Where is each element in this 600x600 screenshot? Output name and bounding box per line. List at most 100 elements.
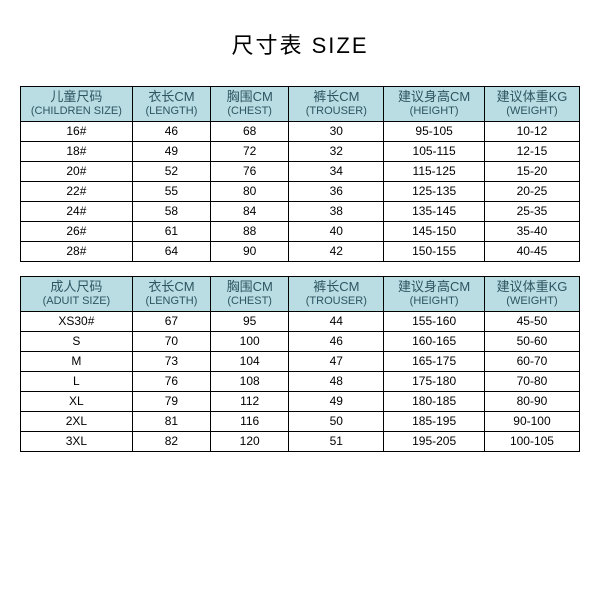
table-cell: 81	[132, 412, 210, 432]
table-cell: 20-25	[484, 182, 579, 202]
table-cell: 48	[289, 372, 384, 392]
table-row: 26#618840145-15035-40	[21, 222, 580, 242]
table-cell: 95-105	[384, 122, 485, 142]
col-header-weight-cn: 建议体重KG	[485, 279, 579, 295]
table-cell: 68	[211, 122, 289, 142]
table-cell: 44	[289, 312, 384, 332]
table-cell: 25-35	[484, 202, 579, 222]
col-header-length: 衣长CM (LENGTH)	[132, 87, 210, 122]
table-cell: 40-45	[484, 242, 579, 262]
table-cell: 30	[289, 122, 384, 142]
col-header-trouser: 裤长CM (TROUSER)	[289, 277, 384, 312]
col-header-height: 建议身高CM (HEIGHT)	[384, 277, 485, 312]
table-cell: 3XL	[21, 432, 133, 452]
table-cell: 70-80	[484, 372, 579, 392]
table-cell: 175-180	[384, 372, 485, 392]
table-cell: 18#	[21, 142, 133, 162]
table-cell: 105-115	[384, 142, 485, 162]
col-header-size: 成人尺码 (ADUIT SIZE)	[21, 277, 133, 312]
table-cell: 125-135	[384, 182, 485, 202]
table-row: XS30#679544155-16045-50	[21, 312, 580, 332]
col-header-weight-cn: 建议体重KG	[485, 89, 579, 105]
table-cell: 112	[211, 392, 289, 412]
table-row: 20#527634115-12515-20	[21, 162, 580, 182]
table-cell: 155-160	[384, 312, 485, 332]
col-header-chest-en: (CHEST)	[211, 105, 288, 119]
table-cell: 16#	[21, 122, 133, 142]
table-cell: 195-205	[384, 432, 485, 452]
table-row: 16#46683095-10510-12	[21, 122, 580, 142]
tables-wrapper: 儿童尺码 (CHILDREN SIZE) 衣长CM (LENGTH) 胸围CM …	[20, 86, 580, 452]
table-cell: 49	[289, 392, 384, 412]
col-header-length-cn: 衣长CM	[133, 279, 210, 295]
table-row: 28#649042150-15540-45	[21, 242, 580, 262]
table-cell: L	[21, 372, 133, 392]
table-cell: 45-50	[484, 312, 579, 332]
table-cell: 47	[289, 352, 384, 372]
col-header-length: 衣长CM (LENGTH)	[132, 277, 210, 312]
table-cell: 145-150	[384, 222, 485, 242]
table-cell: 36	[289, 182, 384, 202]
table-cell: 15-20	[484, 162, 579, 182]
adult-header-row: 成人尺码 (ADUIT SIZE) 衣长CM (LENGTH) 胸围CM (CH…	[21, 277, 580, 312]
table-cell: 115-125	[384, 162, 485, 182]
col-header-chest: 胸围CM (CHEST)	[211, 87, 289, 122]
table-cell: 70	[132, 332, 210, 352]
col-header-trouser: 裤长CM (TROUSER)	[289, 87, 384, 122]
table-cell: 72	[211, 142, 289, 162]
table-cell: 64	[132, 242, 210, 262]
children-header-row: 儿童尺码 (CHILDREN SIZE) 衣长CM (LENGTH) 胸围CM …	[21, 87, 580, 122]
table-cell: 76	[132, 372, 210, 392]
table-cell: 116	[211, 412, 289, 432]
table-cell: 108	[211, 372, 289, 392]
table-cell: 32	[289, 142, 384, 162]
table-cell: 73	[132, 352, 210, 372]
col-header-weight-en: (WEIGHT)	[485, 295, 579, 309]
table-row: L7610848175-18070-80	[21, 372, 580, 392]
col-header-height: 建议身高CM (HEIGHT)	[384, 87, 485, 122]
table-cell: 82	[132, 432, 210, 452]
table-cell: 55	[132, 182, 210, 202]
table-cell: 80-90	[484, 392, 579, 412]
table-cell: 58	[132, 202, 210, 222]
children-size-table: 儿童尺码 (CHILDREN SIZE) 衣长CM (LENGTH) 胸围CM …	[20, 86, 580, 262]
table-cell: 76	[211, 162, 289, 182]
table-spacer	[20, 262, 580, 276]
table-cell: 135-145	[384, 202, 485, 222]
col-header-weight: 建议体重KG (WEIGHT)	[484, 277, 579, 312]
page-title: 尺寸表 SIZE	[231, 28, 368, 60]
col-header-length-en: (LENGTH)	[133, 295, 210, 309]
table-cell: 165-175	[384, 352, 485, 372]
table-cell: 2XL	[21, 412, 133, 432]
table-cell: 38	[289, 202, 384, 222]
table-cell: 50	[289, 412, 384, 432]
table-row: 2XL8111650185-19590-100	[21, 412, 580, 432]
table-cell: 79	[132, 392, 210, 412]
col-header-trouser-en: (TROUSER)	[289, 295, 383, 309]
table-cell: 10-12	[484, 122, 579, 142]
col-header-chest-cn: 胸围CM	[211, 89, 288, 105]
col-header-length-cn: 衣长CM	[133, 89, 210, 105]
table-cell: 34	[289, 162, 384, 182]
col-header-size-cn: 儿童尺码	[21, 89, 132, 105]
table-cell: 42	[289, 242, 384, 262]
table-cell: 100-105	[484, 432, 579, 452]
table-row: XL7911249180-18580-90	[21, 392, 580, 412]
table-cell: 180-185	[384, 392, 485, 412]
col-header-size-en: (ADUIT SIZE)	[21, 295, 132, 309]
table-cell: 12-15	[484, 142, 579, 162]
table-cell: M	[21, 352, 133, 372]
col-header-chest-en: (CHEST)	[211, 295, 288, 309]
table-cell: 49	[132, 142, 210, 162]
table-cell: 88	[211, 222, 289, 242]
table-cell: 26#	[21, 222, 133, 242]
table-cell: 84	[211, 202, 289, 222]
table-cell: XS30#	[21, 312, 133, 332]
col-header-height-en: (HEIGHT)	[384, 295, 484, 309]
table-cell: 120	[211, 432, 289, 452]
col-header-weight-en: (WEIGHT)	[485, 105, 579, 119]
table-cell: 160-165	[384, 332, 485, 352]
table-cell: 20#	[21, 162, 133, 182]
table-cell: 46	[132, 122, 210, 142]
table-cell: 90-100	[484, 412, 579, 432]
